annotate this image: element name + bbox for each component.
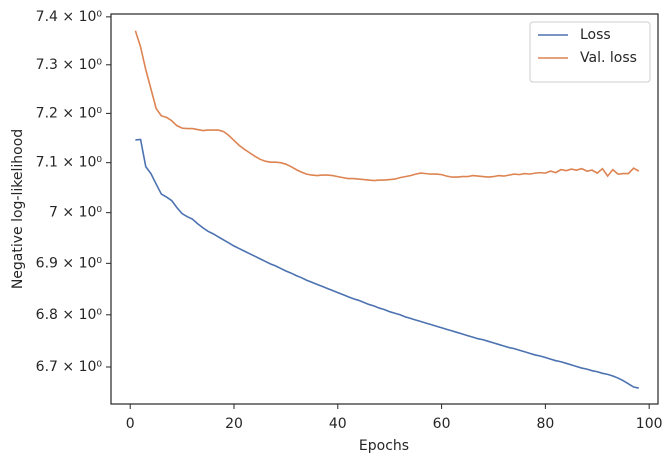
line	[134, 30, 640, 182]
legend-label: Loss	[580, 27, 611, 43]
x-tick-label: 100	[636, 416, 663, 432]
y-tick-label: 6.7 × 10⁰	[36, 359, 103, 375]
y-tick-label: 6.9 × 10⁰	[36, 255, 103, 271]
y-tick-label: 6.8 × 10⁰	[36, 307, 103, 323]
y-tick-label: 7.1 × 10⁰	[36, 155, 103, 171]
y-axis-label: Negative log-likelihood	[10, 129, 26, 289]
x-tick-label: 60	[433, 416, 451, 432]
plot-frame	[110, 13, 659, 405]
x-tick-label: 20	[225, 416, 243, 432]
y-tick-label: 7.2 × 10⁰	[36, 105, 103, 121]
line	[135, 138, 639, 389]
y-tick-label: 7.3 × 10⁰	[36, 57, 103, 73]
x-axis-label: Epochs	[359, 438, 409, 454]
x-tick-label: 0	[126, 416, 135, 432]
legend-label: Val. loss	[580, 50, 637, 66]
x-tick-label: 40	[329, 416, 347, 432]
y-tick-label: 7 × 10⁰	[49, 205, 102, 221]
x-tick-label: 80	[536, 416, 554, 432]
legend-box	[529, 21, 651, 83]
y-tick-label: 7.4 × 10⁰	[36, 9, 103, 25]
